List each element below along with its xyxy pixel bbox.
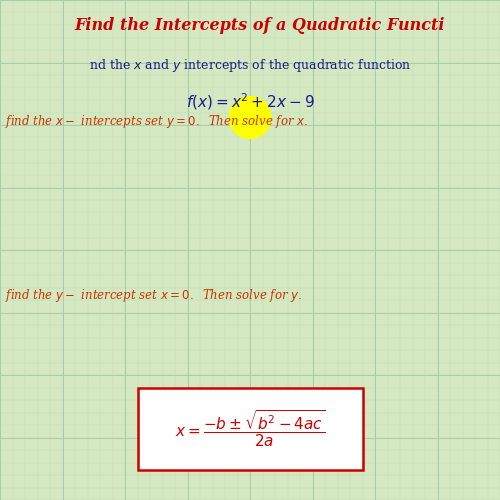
Text: Find the Intercepts of a Quadratic Functi: Find the Intercepts of a Quadratic Funct… (75, 18, 446, 34)
FancyBboxPatch shape (138, 388, 362, 470)
Text: $x = \dfrac{-b \pm \sqrt{b^2 - 4ac}}{2a}$: $x = \dfrac{-b \pm \sqrt{b^2 - 4ac}}{2a}… (175, 408, 325, 449)
Text: find the $x-$ intercepts set $y=0.\;$ Then solve for $x.$: find the $x-$ intercepts set $y=0.\;$ Th… (5, 112, 308, 130)
Text: find the $y-$ intercept set $x=0.\;$ Then solve for $y.$: find the $y-$ intercept set $x=0.\;$ The… (5, 288, 302, 304)
Circle shape (229, 96, 271, 138)
Text: nd the $x$ and $y$ intercepts of the quadratic function: nd the $x$ and $y$ intercepts of the qua… (89, 58, 411, 74)
Text: $f(x) = x^2 + 2x - 9$: $f(x) = x^2 + 2x - 9$ (186, 91, 314, 112)
